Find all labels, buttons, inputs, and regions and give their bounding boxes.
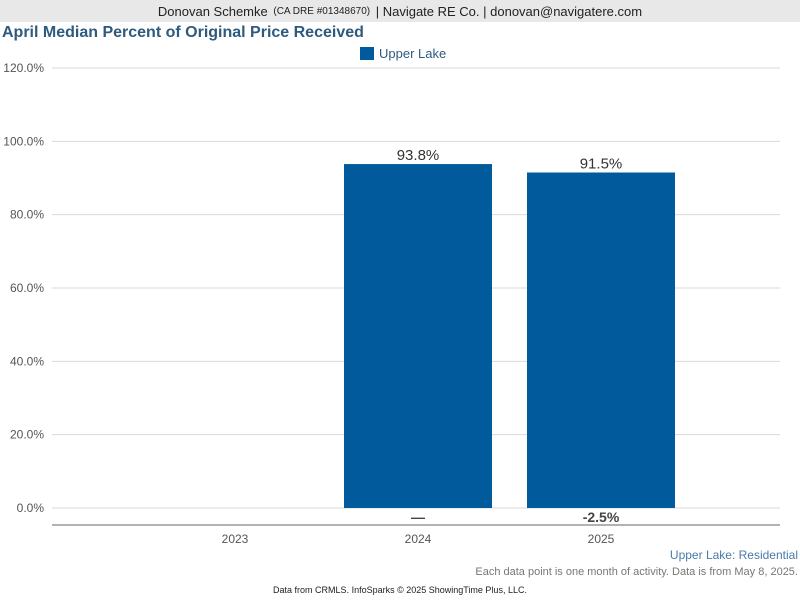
bar (344, 164, 492, 509)
bar-value-label: 93.8% (397, 147, 440, 164)
y-tick-label: 120.0% (3, 61, 44, 75)
y-tick-label: 20.0% (10, 428, 44, 442)
y-tick-label: 80.0% (10, 208, 44, 222)
credit: Data from CRMLS. InfoSparks © 2025 Showi… (273, 585, 527, 595)
agent-license: (CA DRE #01348670) (273, 5, 371, 17)
legend[interactable]: Upper Lake (360, 46, 446, 61)
series-note: Upper Lake: Residential (669, 548, 798, 562)
x-tick-label: 2025 (588, 532, 615, 546)
bar (527, 172, 675, 508)
x-tick-label: 2024 (405, 532, 432, 546)
legend-label: Upper Lake (379, 46, 447, 61)
chart-title: April Median Percent of Original Price R… (2, 24, 364, 41)
change-label: — (411, 509, 425, 525)
y-tick-label: 100.0% (3, 134, 44, 148)
x-tick-label: 2023 (222, 532, 249, 546)
agent-name: Donovan Schemke (157, 3, 268, 19)
change-label: -2.5% (583, 509, 620, 525)
bar-value-label: 91.5% (580, 156, 623, 173)
header-bar: Donovan Schemke (CA DRE #01348670) | Nav… (0, 0, 800, 22)
y-tick-label: 0.0% (17, 501, 45, 515)
y-tick-label: 40.0% (10, 354, 44, 368)
y-tick-label: 60.0% (10, 281, 44, 295)
legend-swatch (360, 47, 374, 60)
data-note: Each data point is one month of activity… (475, 566, 798, 578)
agent-contact: | Navigate RE Co. | donovan@navigatere.c… (375, 3, 643, 19)
